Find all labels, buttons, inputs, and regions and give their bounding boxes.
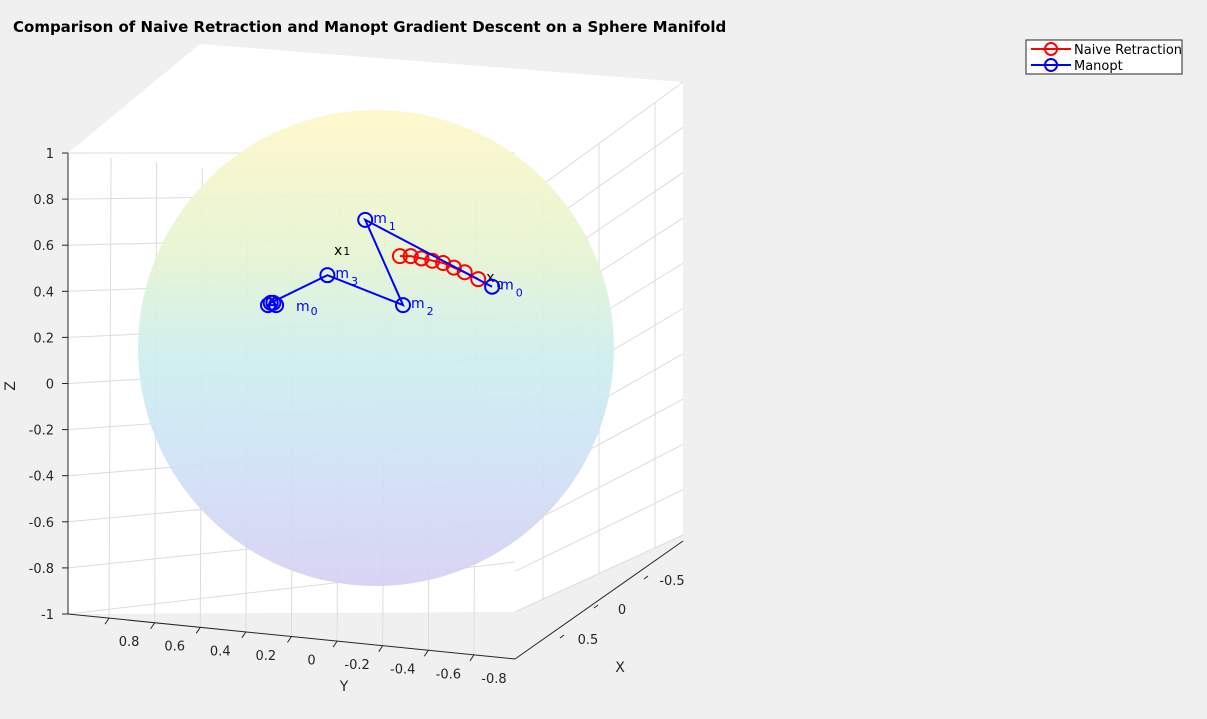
legend-label-naive: Naive Retraction: [1074, 43, 1182, 58]
z-tick-label: -0.8: [29, 562, 54, 577]
legend-entry-manopt: Manopt: [1031, 58, 1123, 74]
legend-box: [1025, 39, 1183, 75]
data-point: [456, 264, 473, 281]
y-tick-label: -0.2: [344, 658, 369, 673]
y-tick-label: 0.6: [164, 640, 185, 655]
legend-marker-manopt: [1044, 58, 1058, 72]
x-tick-mark: [559, 634, 565, 639]
x-axis-line: [514, 540, 684, 660]
legend-label-manopt: Manopt: [1074, 59, 1123, 74]
z-axis-label: Z: [3, 381, 19, 391]
data-point: [357, 211, 374, 228]
y-tick-mark: [287, 636, 292, 643]
x-tick-label: -0.5: [659, 574, 684, 589]
data-point: [395, 297, 411, 314]
x-tick-labels: -0.5 0 0.5: [578, 574, 685, 648]
grid-y-vertical: [108, 157, 112, 619]
data-point: [319, 267, 336, 284]
y-tick-label: 0: [307, 654, 315, 669]
data-point: [265, 294, 282, 311]
y-tick-mark: [469, 654, 475, 662]
y-tick-mark: [150, 622, 156, 630]
y-tick-mark: [104, 617, 110, 625]
data-point: [445, 259, 462, 276]
data-point: [268, 297, 285, 314]
y-tick-label: 0.8: [119, 635, 140, 650]
z-tick-label: 1: [46, 147, 54, 162]
x-tick-label: 0.5: [578, 633, 599, 648]
z-tick-label: -1: [41, 608, 54, 623]
z-tick-label: 0.6: [33, 239, 54, 254]
z-tick-labels: 1 0.8 0.6 0.4 0.2 0 -0.2 -0.4 -0.6 -0.8 -1: [29, 147, 54, 623]
sphere-surface: [138, 110, 614, 586]
y-axis-label: Y: [339, 679, 349, 695]
legend-marker-naive: [1044, 42, 1058, 56]
y-tick-mark: [241, 631, 247, 639]
legend: Naive Retraction Manopt: [1025, 39, 1183, 75]
y-tick-label: -0.8: [481, 672, 506, 687]
y-tick-label: 0.2: [256, 649, 277, 664]
x-tick-label: 0: [618, 603, 626, 618]
data-point: [470, 271, 487, 288]
y-tick-label: -0.6: [436, 667, 461, 682]
y-tick-labels: 0.8 0.6 0.4 0.2 0 -0.2 -0.4 -0.6 -0.8: [119, 635, 507, 687]
tick-marks: [62, 152, 649, 662]
z-tick-label: 0.2: [33, 331, 54, 346]
y-tick-mark: [195, 627, 201, 634]
data-point: [413, 250, 430, 267]
z-tick-label: -0.6: [29, 516, 54, 531]
y-tick-mark: [332, 640, 338, 648]
z-tick-label: 0: [46, 378, 54, 393]
data-point: [391, 248, 408, 265]
data-point: [402, 248, 419, 265]
x-tick-mark: [643, 575, 649, 580]
x-tick-mark: [593, 604, 599, 609]
x-axis-label: X: [615, 660, 625, 676]
z-tick-label: 0.4: [33, 285, 54, 300]
data-point: [484, 278, 501, 295]
y-tick-mark: [378, 645, 384, 652]
z-tick-label: 0.8: [33, 193, 54, 208]
y-tick-label: 0.4: [210, 644, 231, 659]
z-tick-label: -0.2: [29, 424, 54, 439]
data-point: [435, 255, 452, 272]
legend-entry-naive: Naive Retraction: [1031, 42, 1182, 58]
cluster-label-x1: x1: [334, 243, 350, 259]
y-tick-mark: [423, 649, 429, 657]
data-point: [424, 252, 441, 269]
chart-title: Comparison of Naive Retraction and Manop…: [13, 18, 726, 36]
z-tick-label: -0.4: [29, 470, 54, 485]
y-tick-label: -0.4: [390, 663, 415, 678]
